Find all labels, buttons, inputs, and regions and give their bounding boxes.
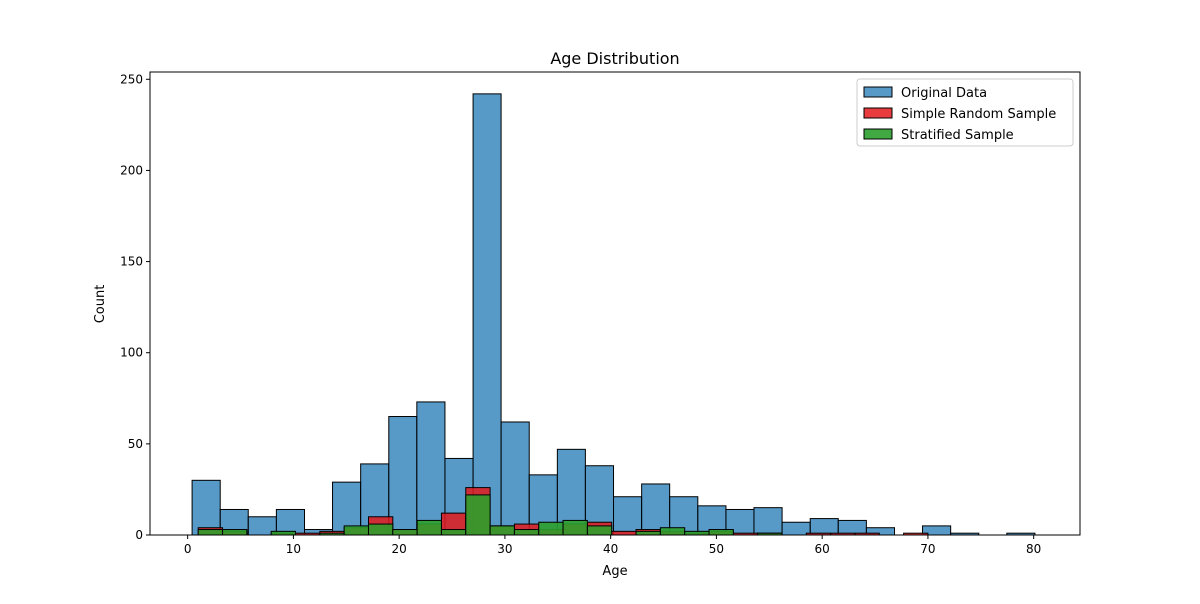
bar-series-2-bin-1: [222, 529, 248, 536]
bar-series-0-bin-8: [416, 401, 446, 536]
bar-series-2-bin-21: [708, 529, 734, 536]
x-tick-label-8: 80: [1026, 542, 1041, 556]
x-tick-label-6: 60: [815, 542, 830, 556]
x-tick-label-2: 20: [392, 542, 407, 556]
bar-series-2-bin-6: [343, 525, 369, 536]
legend-label-0: Original Data: [901, 86, 987, 101]
bar-series-2-bin-12: [489, 525, 515, 536]
bar-series-0-bin-3: [275, 508, 306, 536]
bar-series-2-bin-7: [367, 523, 394, 536]
bar-series-2-bin-8: [392, 529, 418, 536]
axes-layer: 0 10 20 30 40 50 60 70 80 0 50 100 150 200 250: [120, 71, 1081, 556]
bar-series-2-bin-10: [440, 529, 467, 536]
bar-series-0-bin-20: [753, 507, 783, 536]
x-tick-label-7: 70: [920, 542, 935, 556]
legend-swatch-2: [863, 128, 893, 140]
bar-series-2-bin-0: [197, 529, 224, 536]
bar-series-2-bin-16: [586, 525, 613, 536]
legend-swatch-0: [863, 86, 893, 98]
y-tick-label-1: 50: [128, 437, 143, 451]
x-tick-label-4: 40: [603, 542, 618, 556]
y-tick-label-5: 250: [120, 72, 143, 86]
y-tick-label-2: 100: [120, 346, 143, 360]
bar-series-2-bin-11: [465, 494, 491, 536]
x-tick-label-3: 30: [497, 542, 512, 556]
plot-frame: [149, 71, 1081, 536]
bar-series-2-bin-18: [635, 530, 661, 536]
bar-series-0-bin-10: [472, 93, 502, 536]
y-tick-label-4: 200: [120, 163, 143, 177]
bar-series-2-bin-13: [513, 529, 540, 536]
bar-series-2-bin-14: [538, 521, 564, 536]
legend: Original Data Simple Random Sample Stratif…: [856, 78, 1074, 147]
y-tick-label-3: 150: [120, 255, 143, 269]
bar-series-2-bin-20: [684, 530, 710, 536]
x-tick-label-0: 0: [184, 542, 192, 556]
y-axis-label: Count: [93, 285, 108, 324]
bar-series-0-bin-0: [191, 479, 221, 536]
bar-series-0-bin-22: [809, 518, 839, 536]
bar-series-0-bin-11: [500, 421, 530, 536]
y-tick-label-0: 0: [135, 528, 143, 542]
x-tick-label-5: 50: [709, 542, 724, 556]
legend-label-1: Simple Random Sample: [901, 107, 1056, 122]
bar-series-2-bin-19: [659, 527, 686, 536]
x-tick-label-1: 10: [286, 542, 301, 556]
bar-series-1-bin-17: [611, 530, 637, 536]
legend-label-2: Stratified Sample: [901, 128, 1014, 143]
bar-series-2-bin-15: [562, 519, 588, 536]
bar-series-2-bin-9: [416, 519, 442, 536]
legend-swatch-1: [863, 107, 893, 119]
legend-box: [856, 78, 1074, 147]
bar-series-2-bin-3: [270, 530, 297, 536]
chart-title: Age Distribution: [550, 49, 679, 68]
x-axis-label: Age: [602, 564, 627, 579]
